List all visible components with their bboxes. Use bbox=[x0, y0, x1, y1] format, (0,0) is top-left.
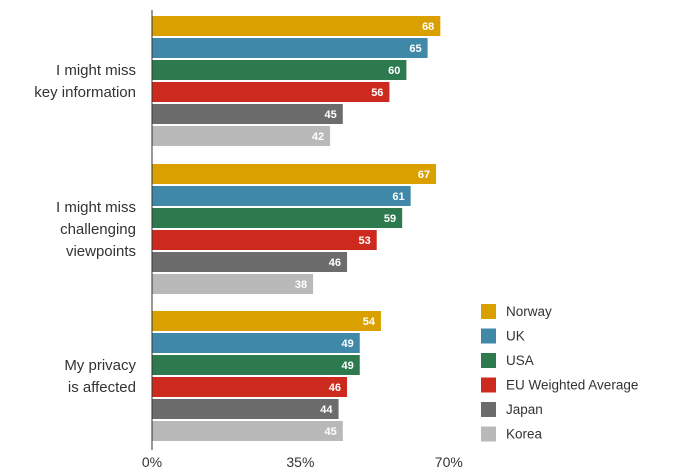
bar-value-label: 56 bbox=[371, 87, 383, 99]
bar-value-label: 67 bbox=[418, 169, 430, 181]
legend-swatch bbox=[481, 353, 496, 368]
legend-label: Japan bbox=[506, 402, 543, 417]
bar bbox=[152, 355, 360, 375]
bar bbox=[152, 104, 343, 124]
bar-value-label: 42 bbox=[312, 131, 324, 143]
legend-label: Korea bbox=[506, 427, 543, 442]
bar-value-label: 38 bbox=[295, 279, 307, 291]
category-label-line: I might miss bbox=[56, 199, 136, 216]
bar-value-label: 44 bbox=[320, 404, 333, 416]
legend-swatch bbox=[481, 426, 496, 442]
legend-swatch bbox=[481, 377, 496, 393]
bar bbox=[152, 38, 428, 58]
legend-label: USA bbox=[506, 353, 534, 368]
category-label-line: My privacy bbox=[64, 357, 136, 374]
bar bbox=[152, 126, 331, 146]
legend-swatch bbox=[481, 402, 496, 417]
bar bbox=[152, 208, 403, 228]
category-label-line: I might miss bbox=[56, 62, 136, 79]
bar bbox=[152, 82, 390, 102]
bar bbox=[152, 399, 339, 419]
bar-value-label: 53 bbox=[358, 235, 370, 247]
category-label-line: is affected bbox=[68, 379, 136, 396]
bar-value-label: 60 bbox=[388, 65, 400, 77]
bar bbox=[152, 230, 377, 250]
x-axis-ticks: 0% 35% 70% bbox=[142, 454, 463, 470]
legend-swatch bbox=[481, 328, 496, 344]
bar-value-label: 65 bbox=[409, 43, 421, 55]
bar-value-label: 46 bbox=[329, 382, 341, 394]
bar bbox=[152, 377, 348, 397]
bar bbox=[152, 60, 407, 80]
legend-label: UK bbox=[506, 329, 525, 344]
category-label: I might miss challenging viewpoints bbox=[56, 199, 136, 260]
bar-value-label: 49 bbox=[342, 360, 354, 372]
bar-value-label: 68 bbox=[422, 21, 434, 33]
bar bbox=[152, 16, 441, 36]
x-tick-label: 70% bbox=[435, 454, 463, 470]
bar bbox=[152, 186, 411, 206]
bar-value-label: 59 bbox=[384, 213, 396, 225]
bar-value-label: 49 bbox=[342, 338, 354, 350]
legend-swatch bbox=[481, 304, 496, 319]
category-label: I might miss key information bbox=[34, 62, 136, 101]
bar-value-label: 45 bbox=[325, 426, 337, 438]
category-label: My privacy is affected bbox=[64, 357, 136, 396]
category-label-line: viewpoints bbox=[66, 243, 136, 260]
legend-label: Norway bbox=[506, 304, 552, 319]
bar bbox=[152, 164, 437, 184]
legend: Norway UK USA EU Weighted Average Japan Korea bbox=[481, 304, 638, 442]
legend-label: EU Weighted Average bbox=[506, 378, 638, 393]
bar-value-label: 54 bbox=[363, 316, 376, 328]
bar-value-label: 45 bbox=[325, 109, 337, 121]
bar bbox=[152, 421, 343, 441]
category-labels: I might miss key information I might miss c… bbox=[34, 62, 136, 396]
x-tick-label: 35% bbox=[286, 454, 314, 470]
bar bbox=[152, 333, 360, 353]
bar bbox=[152, 311, 381, 331]
bar-value-label: 61 bbox=[392, 191, 404, 203]
x-tick-label: 0% bbox=[142, 454, 162, 470]
bar bbox=[152, 252, 348, 272]
bar-value-label: 46 bbox=[329, 257, 341, 269]
category-label-line: key information bbox=[34, 84, 136, 101]
category-label-line: challenging bbox=[60, 221, 136, 238]
bar bbox=[152, 274, 314, 294]
